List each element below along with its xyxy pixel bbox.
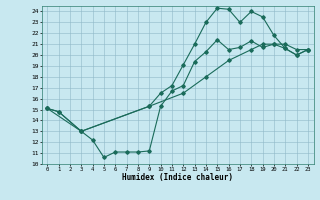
X-axis label: Humidex (Indice chaleur): Humidex (Indice chaleur) (122, 173, 233, 182)
